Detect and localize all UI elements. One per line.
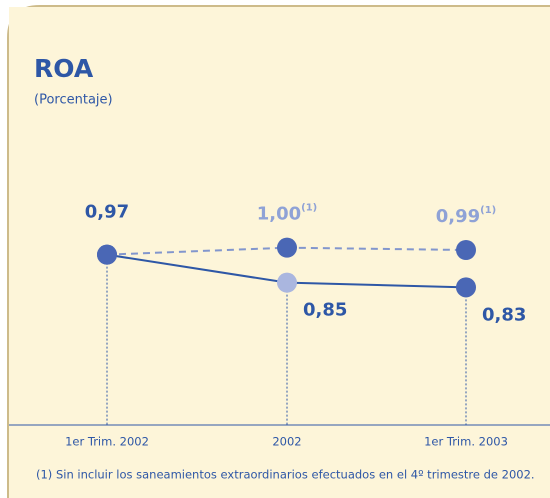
point [97,244,117,265]
data-label: 0,97 [85,202,129,223]
data-label-value: 0,99 [436,206,480,227]
data-label-value: 1,00 [257,204,301,225]
data-label-value: 0,97 [85,202,129,223]
chart-title: ROA [34,54,94,83]
label-note: (1) [480,205,496,216]
data-label-value: 0,85 [303,300,347,321]
point [277,272,297,293]
data-label: 1,00(1) [257,203,318,225]
point [456,240,476,260]
point [277,237,297,258]
data-label-value: 0,83 [482,304,526,325]
label-note: (1) [301,203,317,214]
x-tick-label: 1er Trim. 2002 [65,435,149,449]
x-tick-label: 2002 [272,435,301,449]
point [456,277,476,298]
footnote: (1) Sin incluir los saneamientos extraor… [36,468,535,482]
x-tick-label: 1er Trim. 2003 [424,435,508,449]
data-label: 0,85 [303,300,347,321]
data-label: 0,99(1) [436,205,497,227]
data-label: 0,83 [482,304,526,325]
chart-subtitle: (Porcentaje) [34,93,113,108]
